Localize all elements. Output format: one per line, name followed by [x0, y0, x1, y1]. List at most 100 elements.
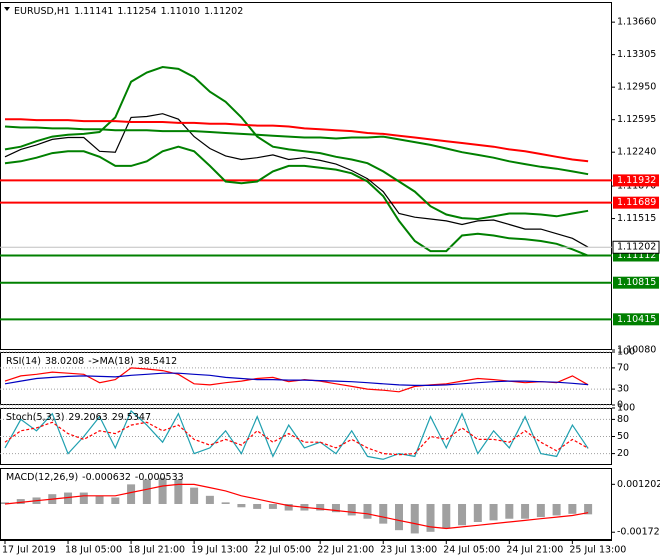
- histogram-bar: [221, 502, 230, 504]
- panel-header: MACD(12,26,9) -0.000632 -0.000533: [6, 472, 184, 483]
- y-tick-label: 1.12240: [617, 147, 656, 158]
- histogram-bar: [268, 504, 277, 509]
- y-tick-label: 70: [617, 362, 629, 373]
- series-line: [4, 409, 589, 460]
- header-item: 1.11141: [74, 6, 113, 17]
- histogram-bar: [584, 504, 593, 515]
- histogram-bar: [64, 492, 73, 504]
- histogram-bar: [489, 504, 498, 521]
- x-tick-label: 24 Jul 05:00: [443, 545, 500, 556]
- series-line: [5, 118, 589, 163]
- histogram-bar: [552, 504, 561, 516]
- histogram-bar: [331, 504, 340, 513]
- x-tick-label: 18 Jul 05:00: [65, 545, 122, 556]
- y-tick-label: 1.13660: [617, 17, 656, 28]
- panel-header: RSI(14) 38.0208 ->MA(18) 38.5412: [6, 356, 177, 367]
- histogram-bar: [190, 487, 199, 504]
- histogram-bar: [174, 479, 183, 504]
- header-item: RSI(14): [6, 356, 41, 367]
- level-tag: [613, 276, 659, 289]
- x-tick-label: 22 Jul 05:00: [254, 545, 311, 556]
- x-tick-label: 24 Jul 21:00: [506, 545, 563, 556]
- level-tag: [613, 196, 659, 209]
- histogram-bar: [473, 504, 482, 522]
- level-tag: [613, 174, 659, 187]
- x-tick-label: 23 Jul 13:00: [380, 545, 437, 556]
- panel-header: Stoch(5,3,3) 29.2063 29.5347: [6, 412, 151, 423]
- x-tick-label: 25 Jul 13:00: [569, 545, 626, 556]
- y-tick-label: 20: [617, 448, 629, 459]
- y-tick-label: 1.11515: [617, 213, 656, 224]
- panel-header: EURUSD,H1 1.11141 1.11254 1.11010 1.11202: [14, 6, 243, 17]
- header-item: 38.5412: [138, 356, 177, 367]
- x-tick-label: 22 Jul 21:00: [317, 545, 374, 556]
- level-label: 1.10815: [617, 277, 656, 288]
- level-label: 1.11689: [617, 197, 656, 208]
- histogram-bar: [79, 492, 88, 504]
- header-item: -0.000533: [135, 472, 184, 483]
- series-line: [4, 372, 589, 386]
- histogram-bar: [347, 504, 356, 516]
- level-label: 1.10415: [617, 314, 656, 325]
- header-item: 29.2063: [68, 412, 107, 423]
- header-item: Stoch(5,3,3): [6, 412, 64, 423]
- header-item: 1.11202: [204, 6, 243, 17]
- y-tick-label: 100: [617, 347, 635, 358]
- y-tick-label: 0.001202: [617, 479, 660, 490]
- histogram-bar: [237, 504, 246, 508]
- panel-frame: [0, 468, 612, 540]
- histogram-bar: [395, 504, 403, 531]
- current-price-tag: [612, 240, 660, 254]
- histogram-bar: [95, 495, 104, 504]
- histogram-bar: [410, 504, 419, 534]
- histogram-bar: [127, 484, 136, 504]
- y-tick-label: 1.12595: [617, 114, 656, 125]
- y-tick-label: 30: [617, 384, 629, 395]
- x-tick-label: 19 Jul 13:00: [191, 545, 248, 556]
- histogram-bar: [16, 499, 25, 504]
- level-label: 1.11112: [617, 250, 656, 261]
- header-item: EURUSD,H1: [14, 6, 70, 17]
- series-line: [4, 125, 589, 176]
- header-item: 38.0208: [45, 356, 84, 367]
- histogram-bar: [205, 495, 214, 504]
- header-item: 29.5347: [112, 412, 151, 423]
- header-item: 1.11254: [117, 6, 156, 17]
- histogram-bar: [284, 504, 293, 511]
- x-tick-label: 18 Jul 21:00: [128, 545, 185, 556]
- histogram-bar: [379, 504, 388, 524]
- y-tick-label: 1.12950: [617, 82, 656, 93]
- histogram-bar: [363, 504, 372, 519]
- histogram-bar: [426, 504, 435, 532]
- collapse-icon: [4, 7, 10, 11]
- histogram-bar: [521, 504, 530, 519]
- y-tick-label: 1.13305: [617, 49, 656, 60]
- header-item: 1.11010: [161, 6, 200, 17]
- y-tick-label: -0.001725: [617, 527, 660, 538]
- histogram-bar: [158, 477, 167, 504]
- histogram-bar: [505, 504, 514, 519]
- x-tick-label: 17 Jul 2019: [2, 545, 56, 556]
- level-label: 1.11932: [617, 175, 656, 186]
- y-tick-label: 0: [617, 400, 623, 411]
- header-item: ->MA(18): [88, 356, 134, 367]
- series-line: [4, 113, 589, 248]
- panel-frame: [0, 2, 612, 350]
- histogram-bar: [1, 502, 9, 504]
- y-tick-label: 50: [617, 431, 629, 442]
- y-tick-label: 80: [617, 414, 629, 425]
- header-item: -0.000632: [82, 472, 131, 483]
- histogram-bar: [111, 497, 120, 504]
- histogram-bar: [536, 504, 545, 518]
- header-item: MACD(12,26,9): [6, 472, 78, 483]
- series-line: [4, 421, 589, 456]
- series-line: [4, 483, 589, 530]
- y-tick-label: 100: [617, 403, 635, 414]
- level-tag: [613, 313, 659, 326]
- current-price-label: 1.11202: [617, 242, 656, 253]
- histogram-bar: [458, 504, 467, 526]
- series-line: [4, 145, 589, 257]
- histogram-bar: [568, 504, 577, 514]
